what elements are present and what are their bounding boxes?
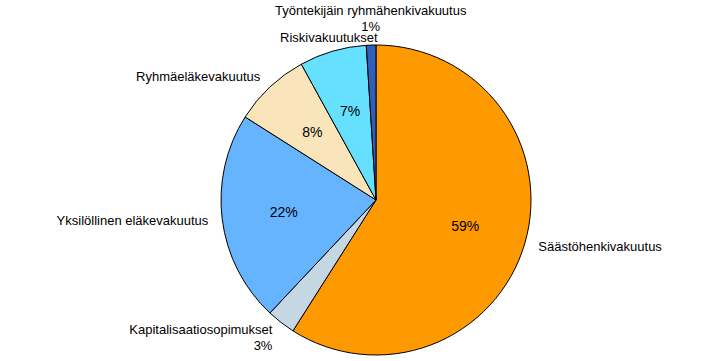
category-label: Kapitalisaatiosopimukset <box>129 322 272 337</box>
data-label: 7% <box>340 103 360 119</box>
data-label: 8% <box>302 124 322 140</box>
data-label: 3% <box>254 338 273 353</box>
pie-slice <box>366 45 376 200</box>
pie <box>221 45 531 355</box>
data-label: 22% <box>270 204 298 220</box>
labels: Säästöhenkivakuutus 59% Kapitalisaatiosopi… <box>57 3 663 352</box>
pie-slice <box>301 45 376 200</box>
category-label: Säästöhenkivakuutus <box>538 239 662 254</box>
data-label: 59% <box>451 218 479 234</box>
category-label: Työntekijäin ryhmähenkivakuutus <box>275 3 467 18</box>
category-label: Ryhmäeläkevakuutus <box>136 69 261 84</box>
category-label: Yksilöllinen eläkevakuutus <box>57 213 209 228</box>
data-label: 1% <box>361 19 380 34</box>
